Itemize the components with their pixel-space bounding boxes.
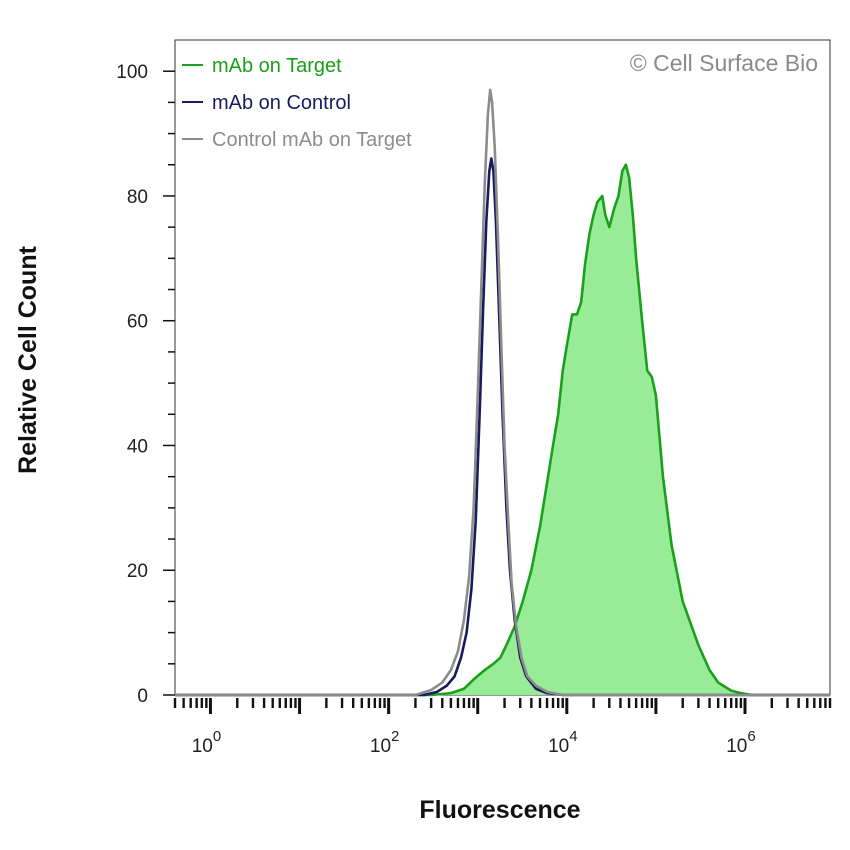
legend-label-2: Control mAb on Target <box>212 129 412 151</box>
y-tick-label: 80 <box>127 187 148 208</box>
x-tick-base: 10 <box>726 736 747 757</box>
x-tick-exponent: 4 <box>569 728 577 745</box>
x-tick-label: 106 <box>726 728 755 757</box>
x-tick-base: 10 <box>548 736 569 757</box>
legend-label-1: mAb on Control <box>212 92 351 114</box>
y-tick-label: 100 <box>116 62 148 83</box>
x-tick-label: 104 <box>548 728 577 757</box>
series-layer <box>175 88 830 697</box>
x-tick-label: 100 <box>192 728 221 757</box>
y-axis-title: Relative Cell Count <box>14 245 42 473</box>
series-line-1 <box>175 157 830 697</box>
series-line-2 <box>175 88 830 697</box>
x-tick-exponent: 2 <box>391 728 399 745</box>
y-tick-label: 20 <box>127 561 148 582</box>
x-tick-base: 10 <box>192 736 213 757</box>
y-tick-label: 40 <box>127 436 148 457</box>
x-tick-base: 10 <box>370 736 391 757</box>
legend: mAb on Target mAb on Control Control mAb o… <box>182 55 412 151</box>
y-tick-label: 0 <box>137 686 148 707</box>
y-tick-label: 60 <box>127 312 148 333</box>
x-axis-title: Fluorescence <box>419 796 580 824</box>
x-tick-exponent: 0 <box>213 728 221 745</box>
series-fill-0 <box>175 164 830 695</box>
x-tick-exponent: 6 <box>747 728 755 745</box>
legend-label-0: mAb on Target <box>212 55 342 77</box>
series-line-0 <box>175 163 830 697</box>
copyright-annotation: © Cell Surface Bio <box>630 50 818 76</box>
x-tick-label: 102 <box>370 728 399 757</box>
